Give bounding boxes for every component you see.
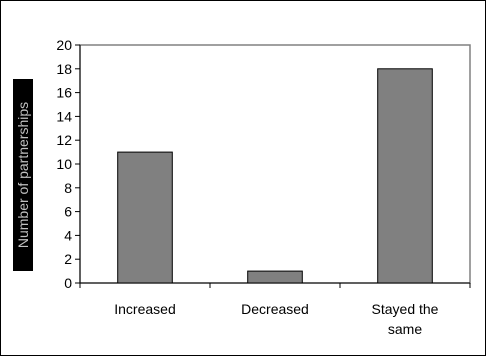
bar <box>377 68 433 284</box>
y-tick-label: 8 <box>64 180 72 196</box>
y-axis-title: Number of partnerships <box>15 102 31 248</box>
y-tick-label: 6 <box>64 204 72 220</box>
y-tick-label: 14 <box>56 108 72 124</box>
y-tick-label: 16 <box>56 85 72 101</box>
y-tick-label: 12 <box>56 132 72 148</box>
y-tick-label: 18 <box>56 61 72 77</box>
y-tick-label: 4 <box>64 227 72 243</box>
y-tick-label: 0 <box>64 275 72 291</box>
x-axis: Increased Decreased Stayed the same <box>79 282 471 337</box>
x-tick-label: Stayed the same <box>372 301 439 337</box>
y-tick-label: 10 <box>56 156 72 172</box>
bar <box>247 270 303 284</box>
y-axis-title-background <box>13 79 33 271</box>
bars <box>117 68 433 284</box>
x-tick-label: Decreased <box>241 301 309 317</box>
bar <box>117 151 173 284</box>
x-tick-label: Increased <box>114 301 175 317</box>
y-tick-label: 20 <box>56 37 72 53</box>
y-tick-label: 2 <box>64 251 72 267</box>
y-axis: 0 2 4 6 8 10 12 14 16 18 20 <box>56 37 81 291</box>
